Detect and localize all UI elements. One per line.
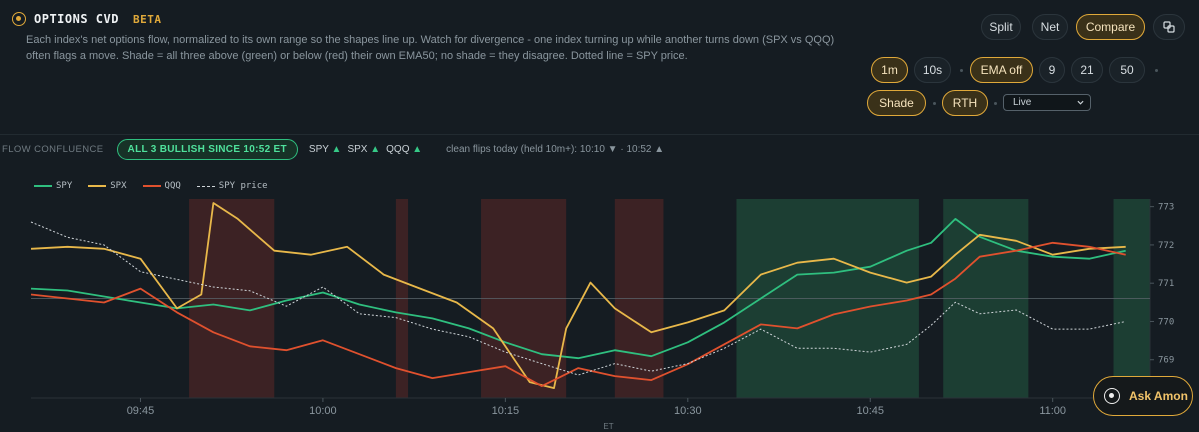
assistant-icon (1104, 388, 1120, 404)
legend-item-spy[interactable]: SPY (34, 181, 72, 191)
clean-flips-text: clean flips today (held 10m+): 10:10 ▼ ·… (446, 143, 665, 155)
confluence-status-badge: ALL 3 BULLISH SINCE 10:52 ET (116, 138, 298, 160)
mode-select-value: Live (1013, 97, 1032, 108)
series-line-qqq (30, 241, 1126, 388)
interval-10s-button[interactable]: 10s (914, 57, 951, 83)
cvd-compare-chart[interactable]: 773 772 771 770 769 09:45 10:00 10:15 10:30 10:4… (0, 170, 1199, 432)
flip-down-arrow: ▼ (607, 143, 618, 155)
ema-9-button[interactable]: 9 (1039, 57, 1065, 83)
ask-amon-label: Ask Amon (1129, 389, 1188, 403)
split-view-button[interactable]: Split (981, 14, 1021, 40)
flip-up-arrow: ▲ (654, 143, 665, 155)
popout-icon (1163, 21, 1175, 33)
x-tick-label: 10:15 (492, 405, 520, 417)
options-cvd-panel-header: OPTIONS CVD BETA Each index's net option… (0, 0, 1199, 135)
chevron-down-icon (1077, 100, 1084, 105)
y-tick-label: 773 (1158, 203, 1174, 213)
interval-1m-button[interactable]: 1m (871, 57, 908, 83)
y-tick-label: 771 (1158, 279, 1174, 289)
series-line-spy (30, 217, 1126, 360)
y-tick-label: 769 (1158, 356, 1174, 366)
beta-badge: BETA (132, 12, 162, 26)
mode-select[interactable]: Live (1003, 94, 1091, 111)
target-icon (12, 12, 26, 26)
y-tick-label: 772 (1158, 241, 1174, 251)
separator-dot (933, 102, 936, 105)
legend-item-qqq[interactable]: QQQ (142, 181, 181, 191)
ticker-state-spy: SPY ▲ (308, 143, 342, 155)
rth-toggle-button[interactable]: RTH (942, 90, 988, 116)
separator-dot (1155, 69, 1158, 72)
panel-title-row: OPTIONS CVD BETA (12, 12, 161, 26)
separator-dot (960, 69, 963, 72)
panel-description: Each index's net options flow, normalize… (26, 34, 835, 62)
shade-toggle-button[interactable]: Shade (867, 90, 926, 116)
ask-amon-button[interactable]: Ask Amon (1093, 376, 1193, 416)
series-line-spx (30, 202, 1126, 390)
flow-confluence-bar: FLOW CONFLUENCE ALL 3 BULLISH SINCE 10:5… (0, 137, 1199, 161)
ema-21-button[interactable]: 21 (1071, 57, 1103, 83)
y-tick-label: 770 (1158, 317, 1174, 327)
chart-legend: SPY SPX QQQ SPY price (34, 181, 268, 191)
popout-button[interactable] (1153, 14, 1185, 40)
x-tick-label: 10:30 (674, 405, 702, 417)
chart-area[interactable]: 773 772 771 770 769 09:45 10:00 10:15 10:30 10:4… (0, 170, 1199, 432)
header-divider (0, 134, 1199, 135)
x-axis-label: ET (603, 422, 613, 431)
x-tick-label: 10:00 (309, 405, 337, 417)
ema-50-button[interactable]: 50 (1109, 57, 1145, 83)
legend-item-spx[interactable]: SPX (88, 181, 127, 191)
x-tick-label: 09:45 (127, 405, 155, 417)
panel-title: OPTIONS CVD (34, 12, 119, 26)
x-tick-label: 10:45 (856, 405, 884, 417)
confluence-label: FLOW CONFLUENCE (2, 143, 104, 155)
ticker-state-spx: SPX ▲ (347, 143, 381, 155)
separator-dot (994, 102, 997, 105)
ticker-state-qqq: QQQ ▲ (386, 143, 423, 155)
ticker-states: SPY ▲ SPX ▲ QQQ ▲ (309, 144, 422, 155)
compare-view-button[interactable]: Compare (1076, 14, 1145, 40)
legend-item-spy-price[interactable]: SPY price (196, 181, 268, 191)
ema-toggle-button[interactable]: EMA off (970, 57, 1033, 83)
x-tick-label: 11:00 (1039, 405, 1066, 417)
net-view-button[interactable]: Net (1032, 14, 1068, 40)
